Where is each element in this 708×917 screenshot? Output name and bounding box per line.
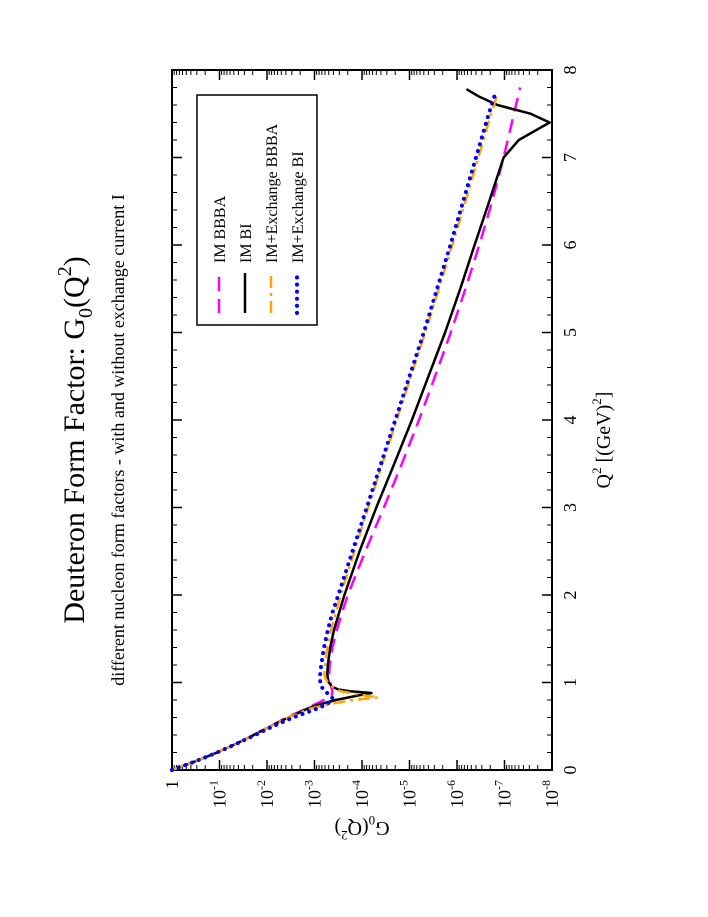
x-tick-label: 5 [560,328,580,337]
y-tick-label: 10-4 [349,780,372,808]
series-line-im-exchange-bbba [171,91,500,772]
legend-label: IM BI [238,223,255,263]
legend-label: IM+Exchange BBBA [264,123,281,263]
y-tick-label: 10-7 [492,780,515,808]
chart-subtitle: different nucleon form factors - with an… [108,194,128,685]
x-tick-label: 2 [560,591,580,600]
y-tick-label: 10-3 [302,780,325,808]
chart-title: Deuteron Form Factor: G0(Q2) [54,256,97,623]
series-line-im-exchange-bi [170,92,497,772]
y-axis-label: G0(Q2) [334,813,389,843]
x-tick-label: 4 [560,416,580,425]
x-tick-label: 6 [560,241,580,250]
x-tick-label: 0 [560,766,580,775]
y-tick-label: 10-6 [444,780,467,808]
x-tick-label: 3 [560,503,580,512]
y-tick-label: 10-2 [254,780,277,808]
legend-box [196,94,318,326]
legend-label: IM BBBA [212,195,229,263]
y-tick-label: 10-5 [397,780,420,808]
legend-label: IM+Exchange BI [290,151,307,263]
x-axis-label: Q2 [(GeV)2] [589,392,615,489]
x-tick-label: 8 [560,66,580,75]
y-tick-label: 10-8 [539,780,562,808]
x-tick-label: 1 [560,678,580,687]
y-tick-label: 10-1 [207,780,230,808]
x-tick-label: 7 [560,153,580,162]
y-tick-label: 1 [162,780,182,789]
